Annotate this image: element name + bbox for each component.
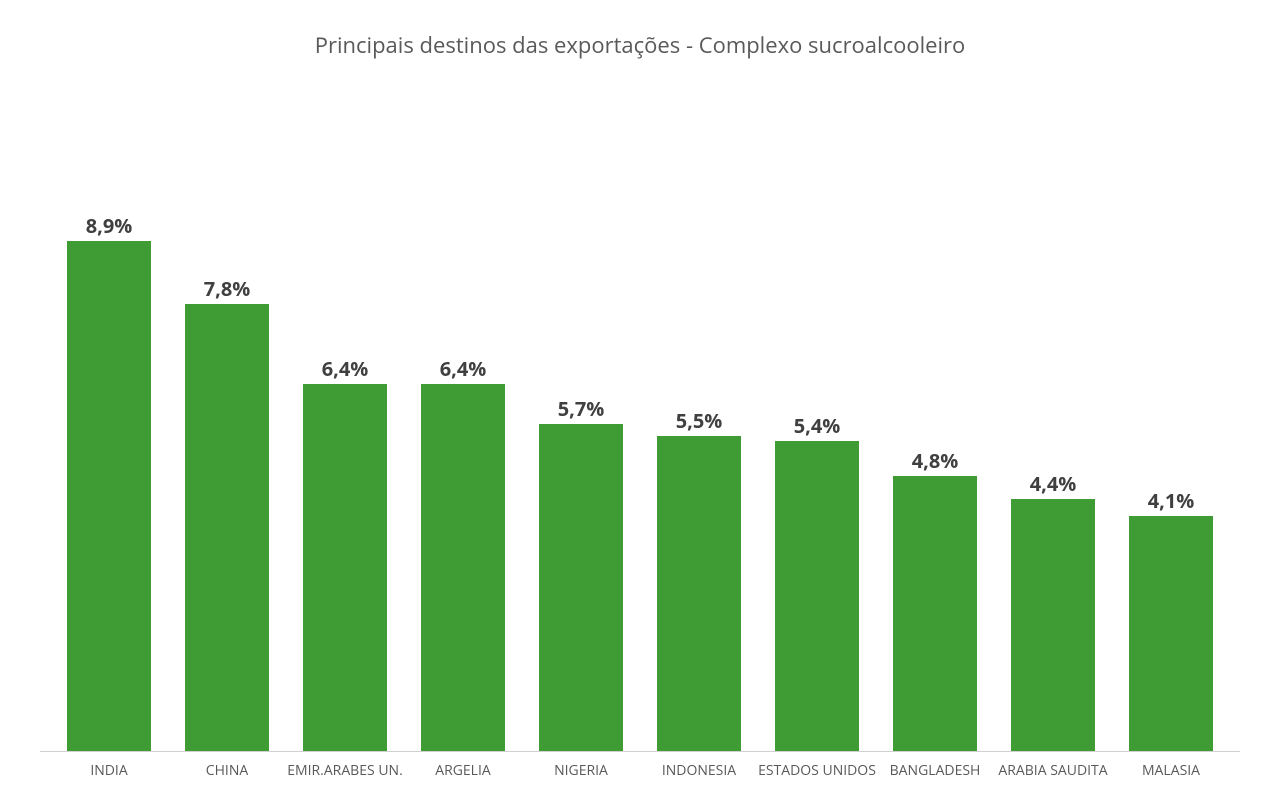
bar — [1011, 499, 1096, 751]
bar — [775, 441, 860, 750]
bar — [1129, 516, 1214, 751]
bar-group: 8,9% — [50, 212, 168, 751]
x-axis-label: MALASIA — [1112, 762, 1230, 780]
chart-area: 8,9% 7,8% 6,4% 6,4% 5,7% 5,5% 5,4% 4,8% 4,4% 4,1%… — [40, 110, 1240, 780]
x-axis-label: ARABIA SAUDITA — [994, 762, 1112, 780]
bar-value-label: 5,4% — [794, 412, 841, 439]
bar — [185, 304, 270, 751]
bar-value-label: 8,9% — [86, 212, 133, 239]
x-axis-label: ESTADOS UNIDOS — [758, 762, 876, 780]
bar — [67, 241, 152, 751]
x-axis-label: CHINA — [168, 762, 286, 780]
bar-value-label: 4,1% — [1148, 487, 1195, 514]
bar — [657, 436, 742, 751]
bar-group: 4,4% — [994, 470, 1112, 751]
bar-value-label: 4,4% — [1030, 470, 1077, 497]
bar — [539, 424, 624, 751]
bar — [893, 476, 978, 751]
bar-group: 4,1% — [1112, 487, 1230, 751]
x-labels-container: INDIACHINAEMIR.ARABES UN.ARGELIANIGERIAI… — [40, 752, 1240, 780]
x-axis-label: EMIR.ARABES UN. — [286, 762, 404, 780]
bar-value-label: 6,4% — [440, 355, 487, 382]
bar — [303, 384, 388, 751]
chart-title: Principais destinos das exportações - Co… — [40, 30, 1240, 60]
x-axis-label: ARGELIA — [404, 762, 522, 780]
bar-value-label: 4,8% — [912, 447, 959, 474]
bars-container: 8,9% 7,8% 6,4% 6,4% 5,7% 5,5% 5,4% 4,8% 4,4% 4,1% — [40, 110, 1240, 752]
bar-value-label: 7,8% — [204, 275, 251, 302]
bar-group: 5,4% — [758, 412, 876, 750]
bar-value-label: 6,4% — [322, 355, 369, 382]
bar-value-label: 5,7% — [558, 395, 605, 422]
bar-group: 6,4% — [286, 355, 404, 751]
x-axis-label: INDONESIA — [640, 762, 758, 780]
x-axis-label: BANGLADESH — [876, 762, 994, 780]
bar-group: 4,8% — [876, 447, 994, 751]
bar — [421, 384, 506, 751]
bar-group: 7,8% — [168, 275, 286, 751]
x-axis-label: NIGERIA — [522, 762, 640, 780]
bar-group: 5,5% — [640, 407, 758, 751]
bar-group: 6,4% — [404, 355, 522, 751]
bar-group: 5,7% — [522, 395, 640, 751]
x-axis-label: INDIA — [50, 762, 168, 780]
bar-value-label: 5,5% — [676, 407, 723, 434]
